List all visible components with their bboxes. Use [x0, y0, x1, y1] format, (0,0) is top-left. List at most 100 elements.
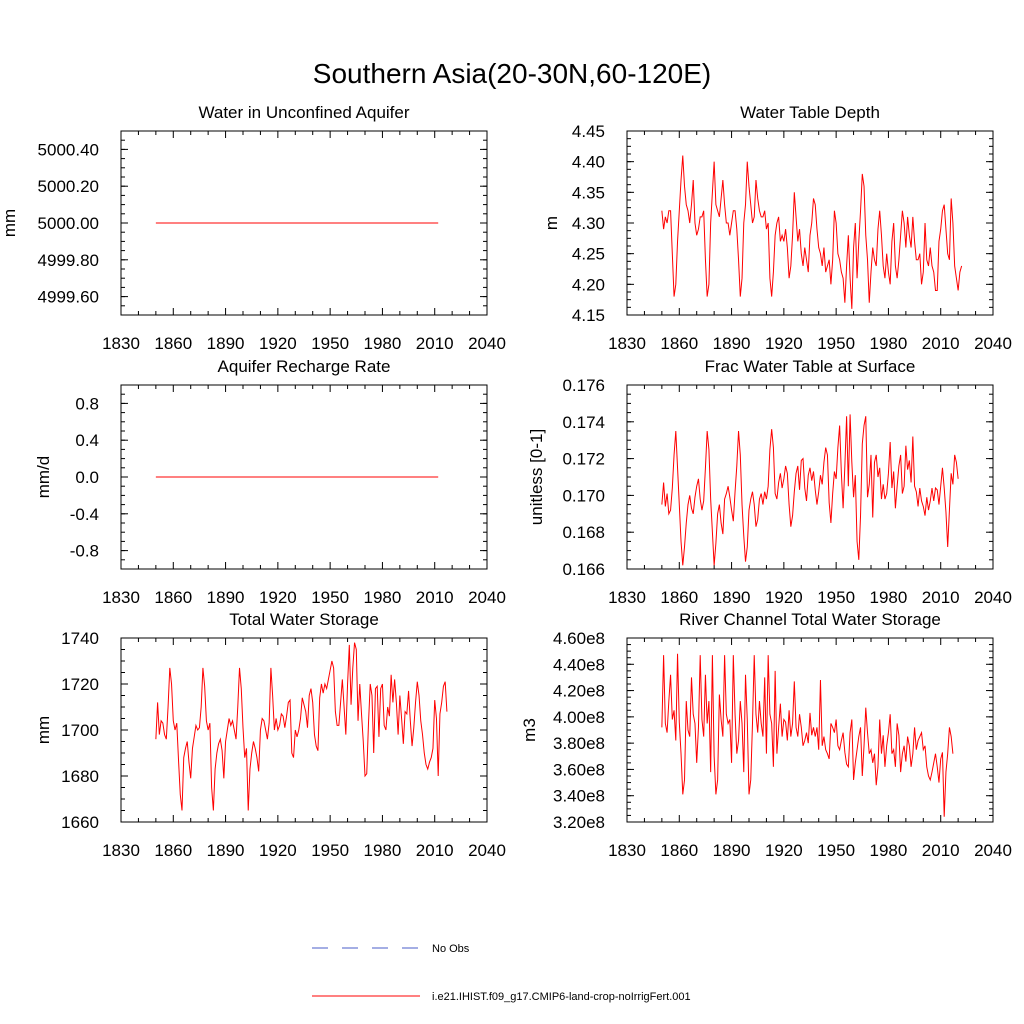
y-axis-label: unitless [0-1]: [527, 429, 546, 525]
y-tick-label: 4.20e8: [553, 682, 605, 701]
x-tick-label: 1890: [207, 334, 245, 353]
y-tick-label: 3.20e8: [553, 813, 605, 832]
y-tick-label: -0.8: [70, 542, 99, 561]
x-tick-label: 1950: [817, 334, 855, 353]
panel-water-in-unconfined-aquifer: Water in Unconfined Aquifer 1830 1860 1890 1…: [0, 103, 506, 353]
x-tick-label: 1980: [364, 588, 402, 607]
series-line: [661, 653, 954, 817]
panel-title: Total Water Storage: [229, 610, 379, 629]
x-tick-label: 1830: [608, 588, 646, 607]
plot-frame: [626, 130, 994, 316]
panel-water-table-depth: Water Table Depth 1830 1860 1890 1920 1950 198…: [542, 103, 1012, 353]
plot-frame: [626, 384, 994, 570]
x-tick-label: 1920: [765, 588, 803, 607]
panel-river-channel-total-water-storage: River Channel Total Water Storage 1830 186…: [520, 610, 1012, 860]
panel-title: River Channel Total Water Storage: [679, 610, 941, 629]
y-tick-label: 4.30: [572, 214, 605, 233]
x-tick-label: 1830: [102, 841, 140, 860]
x-tick-label: 2010: [922, 841, 960, 860]
y-axis-label: m: [542, 216, 561, 230]
plot-frame: [626, 637, 994, 823]
panel-title: Water Table Depth: [740, 103, 880, 122]
x-tick-label: 1980: [364, 841, 402, 860]
panel-aquifer-recharge-rate: Aquifer Recharge Rate 1830 1860 1890 1920 195…: [34, 357, 506, 607]
x-tick-label: 2010: [416, 588, 454, 607]
panel-title: Frac Water Table at Surface: [705, 357, 916, 376]
x-tick-label: 1980: [870, 841, 908, 860]
y-tick-label: 4.25: [572, 245, 605, 264]
y-tick-label: 0.170: [562, 486, 605, 505]
x-tick-label: 1980: [870, 588, 908, 607]
x-tick-label: 2040: [468, 841, 506, 860]
y-tick-label: 4.45: [572, 122, 605, 141]
x-tick-label: 1950: [311, 841, 349, 860]
y-tick-label: 1720: [61, 675, 99, 694]
x-tick-label: 1860: [154, 588, 192, 607]
y-tick-label: 3.60e8: [553, 760, 605, 779]
x-tick-label: 1980: [364, 334, 402, 353]
x-tick-label: 1890: [207, 588, 245, 607]
x-tick-label: 2010: [922, 334, 960, 353]
y-tick-label: -0.4: [70, 505, 99, 524]
panel-title: Water in Unconfined Aquifer: [198, 103, 409, 122]
panel-total-water-storage: Total Water Storage 1830 1860 1890 1920 1950 1…: [34, 610, 506, 860]
y-tick-label: 4999.60: [38, 288, 99, 307]
y-tick-label: 4.20: [572, 275, 605, 294]
x-tick-label: 1950: [311, 334, 349, 353]
x-tick-label: 2040: [468, 334, 506, 353]
x-tick-label: 1920: [259, 841, 297, 860]
x-tick-label: 1830: [102, 334, 140, 353]
y-tick-label: 4.00e8: [553, 708, 605, 727]
x-tick-label: 1920: [765, 841, 803, 860]
x-tick-label: 2040: [974, 588, 1012, 607]
y-axis-label: mm: [34, 716, 53, 744]
plot-frame: [120, 637, 488, 823]
x-tick-label: 1950: [817, 588, 855, 607]
y-tick-label: 5000.40: [38, 140, 99, 159]
x-tick-label: 2010: [922, 588, 960, 607]
y-axis-label: mm/d: [34, 456, 53, 499]
y-tick-label: 0.176: [562, 376, 605, 395]
y-tick-label: 4.40: [572, 153, 605, 172]
x-tick-label: 1860: [660, 334, 698, 353]
y-tick-label: 4999.80: [38, 251, 99, 270]
panels: Water in Unconfined Aquifer 1830 1860 1890 1…: [0, 103, 1012, 860]
y-tick-label: 0.0: [75, 468, 99, 487]
y-tick-label: 0.172: [562, 450, 605, 469]
panel-frac-water-table-at-surface: Frac Water Table at Surface 1830 1860 1890 1…: [527, 357, 1012, 607]
x-tick-label: 1950: [311, 588, 349, 607]
series-line: [661, 414, 959, 566]
y-tick-label: 0.4: [75, 431, 99, 450]
y-tick-label: 4.15: [572, 306, 605, 325]
y-tick-label: 1700: [61, 721, 99, 740]
y-tick-label: 3.80e8: [553, 734, 605, 753]
x-tick-label: 1890: [207, 841, 245, 860]
x-tick-label: 1860: [660, 841, 698, 860]
y-tick-label: 0.166: [562, 560, 605, 579]
x-tick-label: 1830: [608, 334, 646, 353]
y-tick-label: 4.35: [572, 183, 605, 202]
y-tick-label: 1660: [61, 813, 99, 832]
y-tick-label: 4.40e8: [553, 655, 605, 674]
x-tick-label: 2010: [416, 334, 454, 353]
x-tick-label: 1890: [713, 841, 751, 860]
legend-no-obs-label: No Obs: [432, 943, 470, 955]
x-tick-label: 1980: [870, 334, 908, 353]
y-tick-label: 0.174: [562, 413, 605, 432]
y-tick-label: 5000.20: [38, 177, 99, 196]
y-tick-label: 4.60e8: [553, 629, 605, 648]
x-tick-label: 1950: [817, 841, 855, 860]
y-axis-label: m3: [520, 718, 539, 742]
x-tick-label: 1830: [608, 841, 646, 860]
x-tick-label: 1890: [713, 334, 751, 353]
x-tick-label: 1920: [765, 334, 803, 353]
panel-title: Aquifer Recharge Rate: [218, 357, 391, 376]
series-line: [661, 155, 963, 309]
y-tick-label: 3.40e8: [553, 787, 605, 806]
y-tick-label: 0.168: [562, 523, 605, 542]
series-line: [155, 642, 448, 811]
y-tick-label: 0.8: [75, 394, 99, 413]
x-tick-label: 1890: [713, 588, 751, 607]
x-tick-label: 1860: [154, 334, 192, 353]
